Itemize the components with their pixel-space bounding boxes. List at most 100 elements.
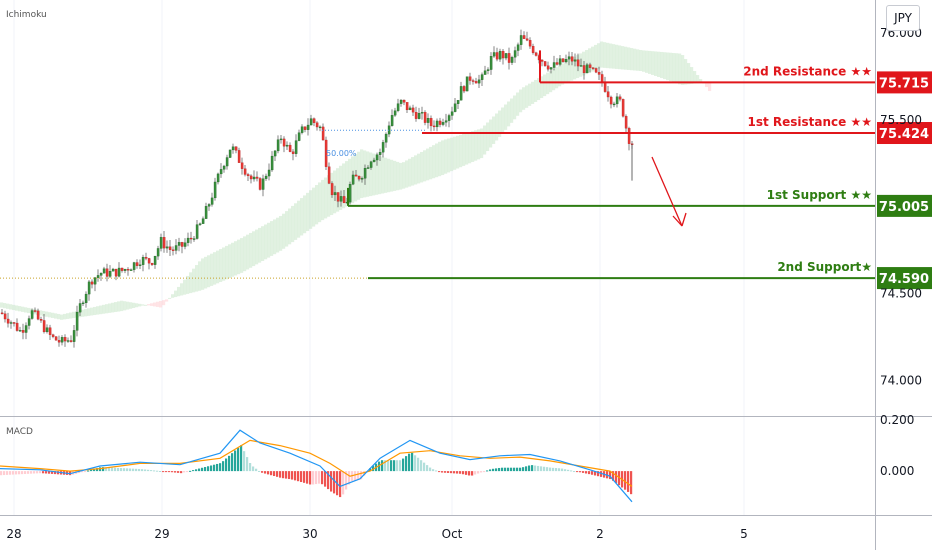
candle-body <box>99 273 103 276</box>
macd-histogram-bar <box>411 452 414 472</box>
price-tick-label: 74.000 <box>880 374 922 388</box>
candle-body <box>495 52 499 60</box>
macd-histogram-bar <box>432 469 435 472</box>
candle-body <box>3 313 7 320</box>
candle-body <box>336 192 340 202</box>
candle-body <box>342 196 346 204</box>
cloud-slice <box>108 303 112 313</box>
cloud-slice <box>465 133 469 165</box>
macd-histogram-bar <box>240 445 243 472</box>
cloud-slice <box>393 160 397 191</box>
time-tick-label: 30 <box>302 527 317 541</box>
cloud-slice <box>612 44 616 69</box>
cloud-slice <box>282 213 286 249</box>
macd-histogram-bar <box>516 467 519 472</box>
cloud-slice <box>192 268 196 293</box>
macd-histogram-bar <box>525 466 528 472</box>
candle-body <box>423 112 427 123</box>
macd-histogram-bar <box>207 466 210 472</box>
macd-axis[interactable]: 0.200 0.000 <box>880 413 914 478</box>
macd-histogram-bar <box>291 471 294 480</box>
macd-histogram-bar <box>342 471 345 495</box>
candle-body <box>201 218 205 224</box>
candle-body <box>357 176 361 180</box>
cloud-slice <box>204 256 208 289</box>
level-price-text: 74.590 <box>879 272 929 287</box>
candle-body <box>318 126 322 129</box>
cloud-slice <box>705 82 709 88</box>
macd-histogram-bar <box>564 469 567 472</box>
level-price-box <box>877 194 932 217</box>
candle-body <box>162 237 166 249</box>
candle-body <box>90 281 94 285</box>
macd-histogram-bar <box>363 471 366 476</box>
candle-body <box>144 256 148 259</box>
cloud-slice <box>402 162 406 189</box>
cloud-slice <box>570 58 574 81</box>
macd-tick-label: 0.200 <box>880 413 914 427</box>
candle-body <box>531 46 535 53</box>
macd-histogram-bar <box>273 471 276 477</box>
macd-histogram-bar <box>6 471 9 475</box>
cloud-slice <box>24 307 28 313</box>
macd-histogram-bar <box>81 471 84 473</box>
candle-body <box>558 58 562 65</box>
candle-body <box>414 112 418 119</box>
macd-histogram-bar <box>321 471 324 485</box>
candle-body <box>354 174 358 177</box>
candle-body <box>585 64 589 74</box>
time-axis[interactable]: 28 29 30 Oct 2 5 <box>6 527 747 541</box>
macd-histogram-bar <box>171 471 174 473</box>
candle-body <box>615 96 619 105</box>
macd-histogram-bar <box>300 471 303 483</box>
candle-body <box>111 268 115 272</box>
macd-histogram-bar <box>51 471 54 474</box>
cloud-slice <box>426 148 430 181</box>
candle-body <box>294 140 298 154</box>
cloud-slice <box>609 43 613 69</box>
cloud-slice <box>342 163 346 209</box>
currency-button[interactable]: JPY <box>886 5 920 31</box>
cloud-slice <box>213 252 217 285</box>
macd-histogram-bar <box>168 471 171 473</box>
macd-histogram-bar <box>558 468 561 472</box>
macd-histogram-bar <box>381 460 384 472</box>
cloud-slice <box>114 302 118 312</box>
macd-histogram-bar <box>423 462 426 472</box>
candle-body <box>75 311 79 331</box>
cloud-slice <box>165 299 169 302</box>
macd-histogram-bar <box>156 470 159 472</box>
cloud-slice <box>225 245 229 280</box>
cloud-slice <box>159 300 163 308</box>
cloud-slice <box>576 55 580 79</box>
candles <box>0 29 634 348</box>
macd-histogram-bar <box>624 471 627 490</box>
candle-body <box>594 68 598 73</box>
cloud-slice <box>537 78 541 101</box>
candle-body <box>330 183 334 196</box>
candle-body <box>369 161 373 168</box>
cloud-slice <box>663 52 667 80</box>
macd-histogram-bar <box>84 471 87 473</box>
macd-histogram-bar <box>387 460 390 472</box>
candle-body <box>534 52 538 56</box>
macd-histogram-bar <box>390 460 393 472</box>
cloud-slice <box>228 244 232 279</box>
cloud-slice <box>441 140 445 176</box>
cloud-slice <box>648 50 652 74</box>
cloud-slice <box>27 307 31 314</box>
macd-histogram-bar <box>267 471 270 475</box>
macd-histogram-bar <box>453 471 456 474</box>
macd-histogram-bar <box>126 468 129 472</box>
candle-body <box>207 204 211 207</box>
cloud-slice <box>555 67 559 89</box>
macd-histogram-bar <box>108 467 111 472</box>
cloud-slice <box>519 89 523 113</box>
candle-body <box>24 325 28 333</box>
cloud-slice <box>615 44 619 69</box>
candle-body <box>42 320 46 333</box>
candle-body <box>132 262 136 270</box>
macd-histogram-bar <box>48 471 51 474</box>
